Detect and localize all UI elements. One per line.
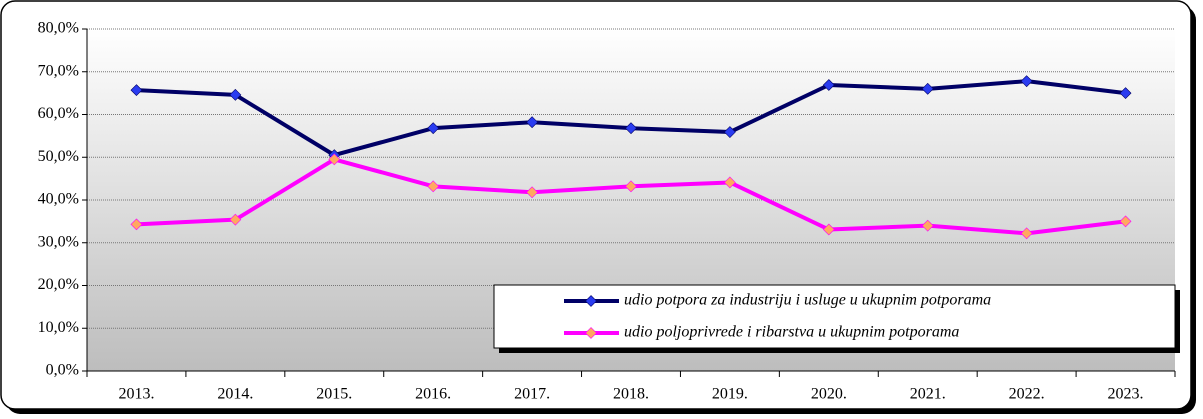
marker bbox=[130, 218, 143, 231]
marker bbox=[921, 219, 934, 232]
y-tick-label: 0,0% bbox=[46, 362, 79, 379]
x-tick-label: 2013. bbox=[118, 386, 154, 403]
marker bbox=[229, 88, 242, 101]
x-tick-label: 2014. bbox=[217, 386, 253, 403]
marker bbox=[625, 180, 637, 193]
marker bbox=[1020, 227, 1033, 240]
marker bbox=[427, 122, 440, 135]
x-tick-label: 2018. bbox=[613, 386, 649, 403]
marker bbox=[822, 223, 835, 236]
x-tick-label: 2017. bbox=[514, 386, 550, 403]
marker bbox=[723, 126, 736, 138]
x-tick-label: 2022. bbox=[1009, 386, 1045, 403]
marker bbox=[822, 79, 835, 91]
marker bbox=[921, 82, 934, 95]
x-tick-label: 2016. bbox=[415, 386, 451, 403]
marker bbox=[1119, 87, 1132, 100]
marker bbox=[229, 213, 242, 226]
y-tick-label: 60,0% bbox=[38, 105, 79, 122]
marker bbox=[427, 180, 440, 193]
marker bbox=[625, 122, 637, 135]
y-tick-label: 50,0% bbox=[38, 148, 79, 165]
legend-marker bbox=[585, 295, 597, 307]
x-tick-label: 2019. bbox=[712, 386, 748, 403]
marker bbox=[1119, 215, 1132, 228]
marker bbox=[130, 84, 143, 97]
legend-label: udio potpora za industriju i usluge u uk… bbox=[624, 292, 991, 309]
marker bbox=[723, 176, 736, 189]
marker bbox=[328, 153, 341, 166]
marker bbox=[1020, 75, 1033, 88]
marker bbox=[526, 116, 539, 129]
y-tick-label: 40,0% bbox=[38, 191, 79, 208]
x-tick-label: 2021. bbox=[910, 386, 946, 403]
legend-marker bbox=[585, 327, 597, 339]
y-tick-label: 80,0% bbox=[38, 20, 79, 37]
y-tick-label: 10,0% bbox=[38, 319, 79, 336]
x-tick-label: 2023. bbox=[1108, 386, 1144, 403]
legend-label: udio poljoprivrede i ribarstva u ukupnim… bbox=[624, 324, 959, 341]
marker bbox=[526, 186, 539, 199]
legend-box bbox=[493, 284, 1176, 349]
y-tick-label: 20,0% bbox=[38, 276, 79, 293]
y-tick-label: 70,0% bbox=[38, 62, 79, 79]
x-tick-label: 2015. bbox=[316, 386, 352, 403]
x-tick-label: 2020. bbox=[811, 386, 847, 403]
y-tick-label: 30,0% bbox=[38, 233, 79, 250]
